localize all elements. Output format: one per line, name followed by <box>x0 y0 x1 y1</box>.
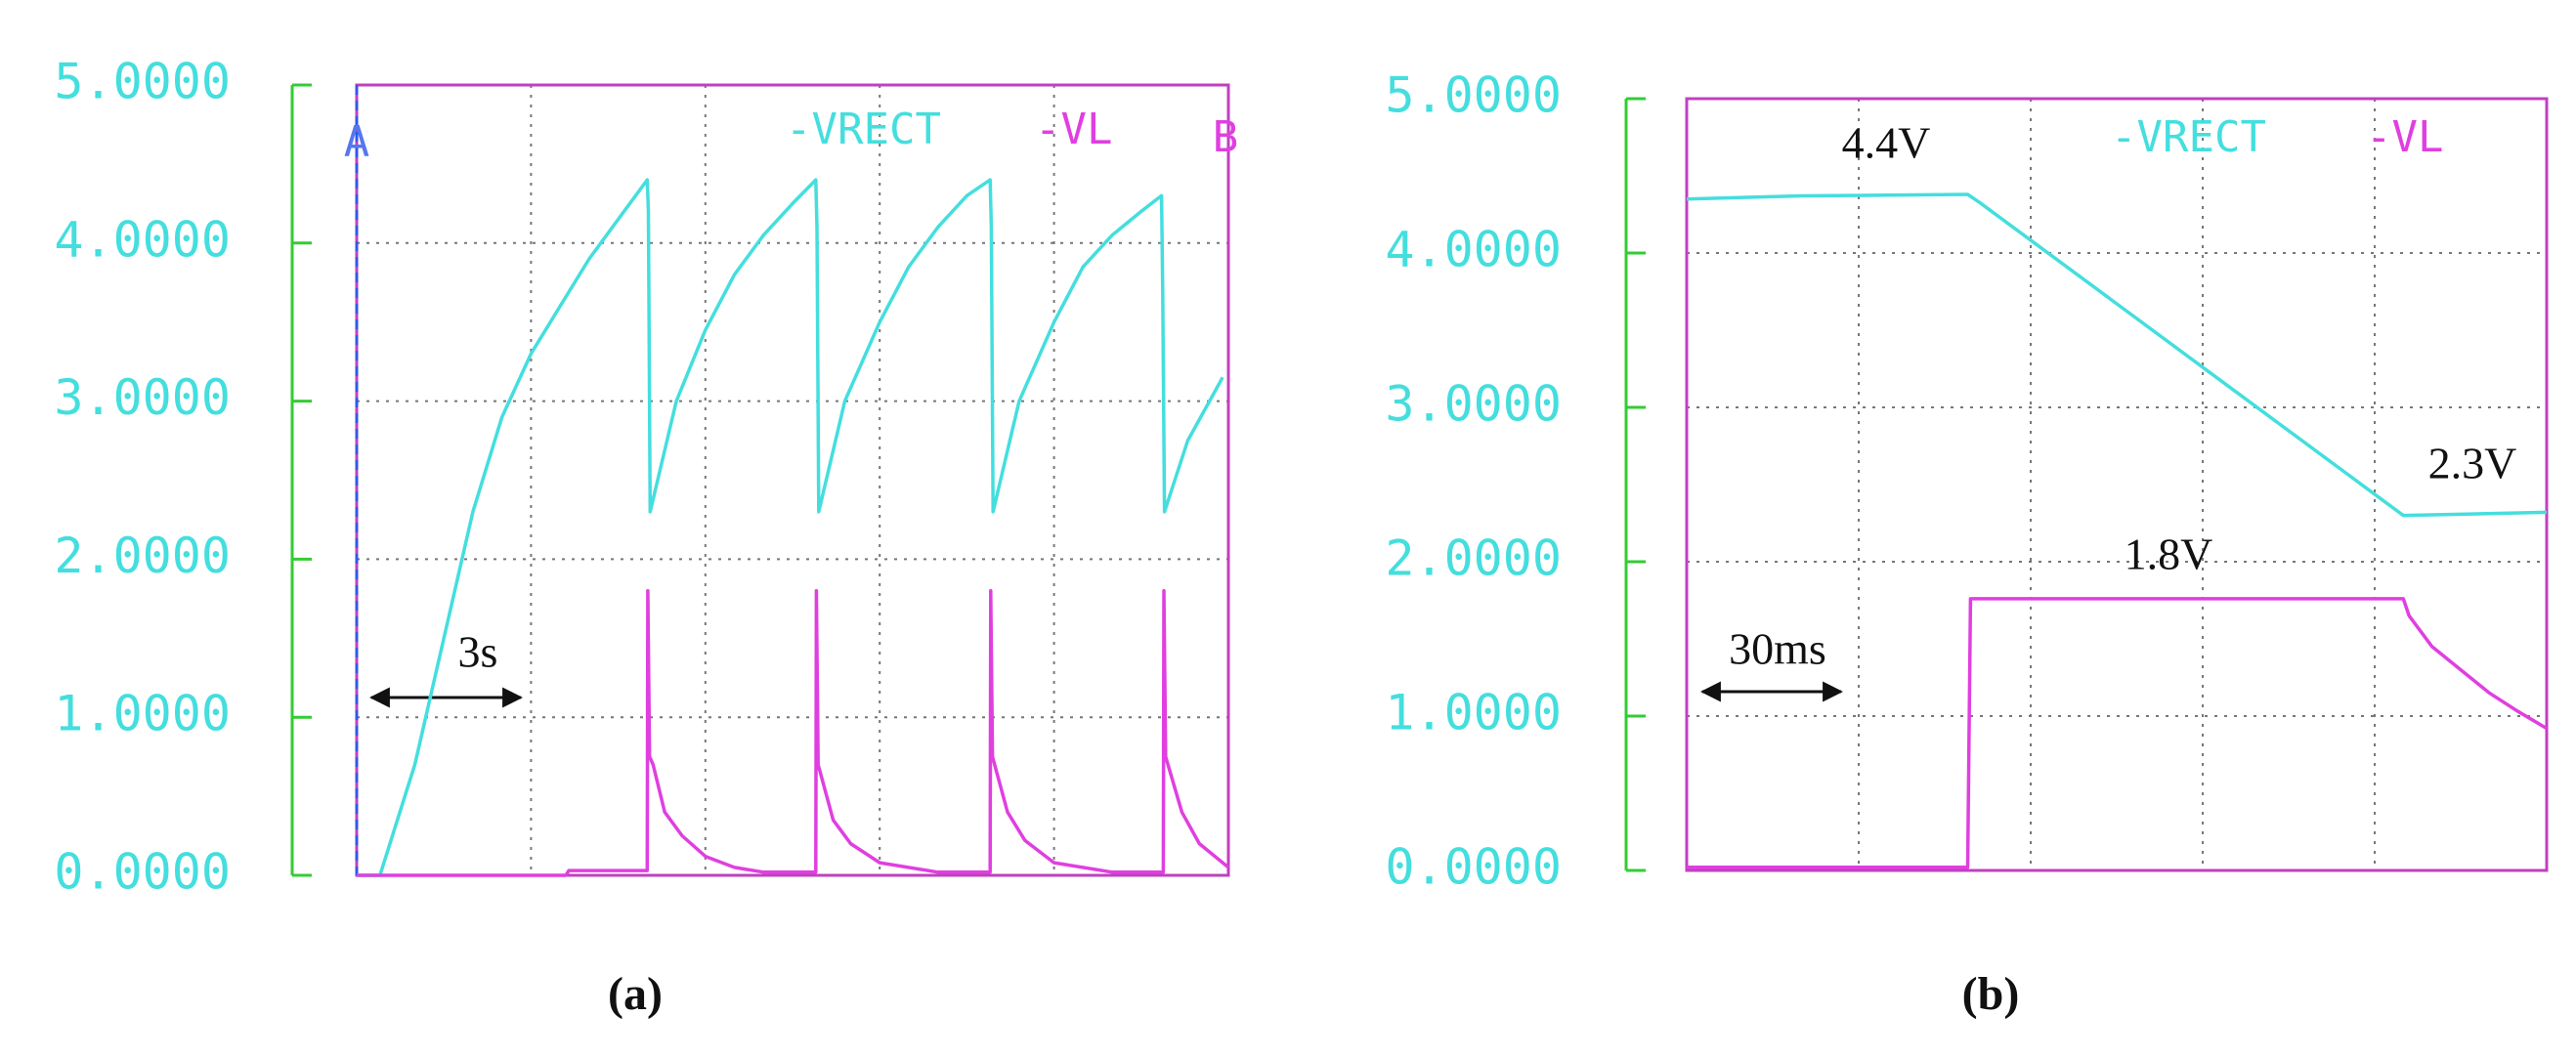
y-tick-label: 4.0000 <box>1385 222 1562 278</box>
series-line <box>357 178 1224 877</box>
legend-label: -VL <box>2366 112 2443 162</box>
series-line <box>1687 597 2548 869</box>
plot-frame <box>1685 97 2549 872</box>
annotation: 4.4V <box>1842 118 1931 168</box>
caption: (a) <box>608 968 663 1020</box>
y-tick-label: 0.0000 <box>1385 839 1562 896</box>
y-tick-label: 3.0000 <box>54 369 231 426</box>
caption: (b) <box>1962 968 2020 1020</box>
annotation: 30ms <box>1729 624 1826 674</box>
y-tick-label: 1.0000 <box>54 686 231 742</box>
legend-label: -VRECT <box>2111 112 2266 162</box>
y-tick-label: 1.0000 <box>1385 685 1562 741</box>
annotation: 2.3V <box>2428 439 2517 488</box>
y-tick-label: 5.0000 <box>54 54 231 110</box>
y-tick-label: 4.0000 <box>54 211 231 268</box>
y-tick-label: 5.0000 <box>1385 67 1562 124</box>
y-tick-label: 2.0000 <box>1385 530 1562 587</box>
legend-label: -VL <box>1035 105 1112 154</box>
legend-label: -VRECT <box>786 105 941 154</box>
series-line <box>357 589 1230 877</box>
y-tick-label: 2.0000 <box>54 528 231 584</box>
y-tick-label: 0.0000 <box>54 844 231 901</box>
series-line <box>1686 192 2548 518</box>
y-tick-label: 3.0000 <box>1385 376 1562 433</box>
annotation: 3s <box>458 627 498 677</box>
cursor-marker: A <box>344 117 370 167</box>
annotation: 1.8V <box>2125 529 2213 579</box>
cursor-marker: B <box>1213 112 1239 162</box>
